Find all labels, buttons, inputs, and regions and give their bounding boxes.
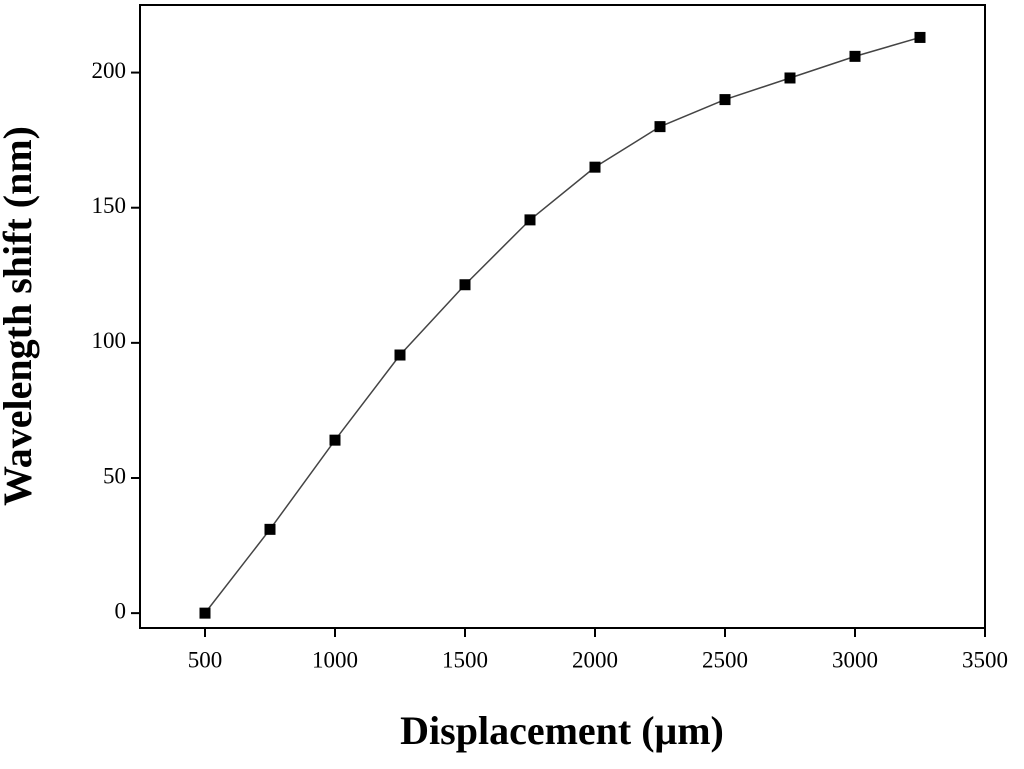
marker [719, 94, 731, 106]
marker [589, 161, 601, 173]
marker [199, 607, 211, 619]
marker [524, 214, 536, 226]
y-tick-label: 0 [115, 598, 127, 623]
y-tick-label: 150 [92, 193, 127, 218]
marker [654, 121, 666, 133]
x-tick-label: 3500 [962, 647, 1008, 672]
x-tick-label: 2000 [572, 647, 618, 672]
marker [914, 31, 926, 43]
y-tick-label: 200 [92, 58, 127, 83]
x-tick-label: 1500 [442, 647, 488, 672]
marker [459, 279, 471, 291]
marker [329, 434, 341, 446]
x-axis-title: Displacement (μm) [400, 708, 724, 753]
plot-frame [139, 4, 986, 629]
y-axis-title: Wavelength shift (nm) [0, 126, 40, 506]
marker [394, 349, 406, 361]
series-line [204, 36, 921, 614]
x-tick-label: 1000 [312, 647, 358, 672]
x-tick-label: 500 [188, 647, 223, 672]
y-tick-label: 50 [103, 463, 126, 488]
y-tick-label: 100 [92, 328, 127, 353]
x-tick-label: 2500 [702, 647, 748, 672]
x-tick-label: 3000 [832, 647, 878, 672]
marker [264, 523, 276, 535]
marker [849, 50, 861, 62]
marker [784, 72, 796, 84]
